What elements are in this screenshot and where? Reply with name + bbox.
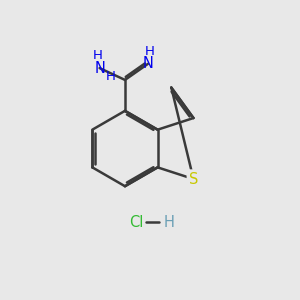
Text: H: H [164, 214, 175, 230]
Text: H: H [106, 70, 116, 83]
Text: H: H [93, 49, 103, 62]
Text: N: N [142, 56, 153, 71]
Text: S: S [189, 172, 198, 187]
Text: N: N [94, 61, 105, 76]
Text: H: H [144, 45, 154, 58]
Text: Cl: Cl [130, 214, 144, 230]
